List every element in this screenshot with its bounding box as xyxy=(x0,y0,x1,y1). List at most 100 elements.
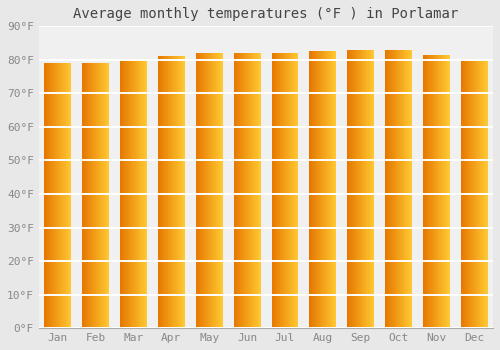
Bar xyxy=(463,60,464,328)
Bar xyxy=(430,55,432,328)
Bar xyxy=(206,53,208,328)
Bar xyxy=(197,53,198,328)
Bar xyxy=(482,60,483,328)
Bar xyxy=(296,53,298,328)
Bar xyxy=(217,53,218,328)
Bar xyxy=(212,53,213,328)
Bar xyxy=(358,50,360,328)
Bar xyxy=(386,50,387,328)
Bar xyxy=(95,63,96,328)
Bar xyxy=(140,60,141,328)
Bar xyxy=(372,50,373,328)
Bar xyxy=(44,63,46,328)
Bar xyxy=(474,60,475,328)
Bar xyxy=(369,50,370,328)
Bar xyxy=(276,53,278,328)
Bar xyxy=(238,53,240,328)
Bar xyxy=(319,51,320,328)
Bar xyxy=(163,56,164,328)
Bar xyxy=(436,55,437,328)
Bar xyxy=(218,53,220,328)
Title: Average monthly temperatures (°F ) in Porlamar: Average monthly temperatures (°F ) in Po… xyxy=(74,7,458,21)
Bar xyxy=(51,63,52,328)
Bar xyxy=(58,63,59,328)
Bar xyxy=(373,50,374,328)
Bar xyxy=(286,53,287,328)
Bar xyxy=(431,55,432,328)
Bar xyxy=(448,55,450,328)
Bar xyxy=(64,63,65,328)
Bar xyxy=(409,50,410,328)
Bar xyxy=(443,55,444,328)
Bar xyxy=(326,51,327,328)
Bar xyxy=(248,53,250,328)
Bar xyxy=(395,50,396,328)
Bar xyxy=(138,60,140,328)
Bar xyxy=(272,53,274,328)
Bar xyxy=(214,53,216,328)
Bar xyxy=(97,63,98,328)
Bar xyxy=(360,50,362,328)
Bar xyxy=(174,56,175,328)
Bar xyxy=(125,60,126,328)
Bar xyxy=(240,53,242,328)
Bar xyxy=(390,50,392,328)
Bar xyxy=(196,53,197,328)
Bar xyxy=(107,63,108,328)
Bar xyxy=(461,60,462,328)
Bar xyxy=(296,53,297,328)
Bar xyxy=(318,51,319,328)
Bar xyxy=(429,55,430,328)
Bar xyxy=(401,50,402,328)
Bar xyxy=(474,60,476,328)
Bar xyxy=(236,53,237,328)
Bar xyxy=(248,53,249,328)
Bar xyxy=(331,51,332,328)
Bar xyxy=(46,63,48,328)
Bar xyxy=(359,50,360,328)
Bar xyxy=(470,60,471,328)
Bar xyxy=(438,55,439,328)
Bar xyxy=(68,63,69,328)
Bar xyxy=(432,55,433,328)
Bar xyxy=(367,50,368,328)
Bar xyxy=(467,60,468,328)
Bar xyxy=(199,53,200,328)
Bar xyxy=(335,51,336,328)
Bar xyxy=(61,63,62,328)
Bar xyxy=(120,60,121,328)
Bar xyxy=(48,63,50,328)
Bar xyxy=(120,60,122,328)
Bar xyxy=(288,53,289,328)
Bar xyxy=(405,50,406,328)
Bar xyxy=(294,53,296,328)
Bar xyxy=(165,56,166,328)
Bar xyxy=(202,53,203,328)
Bar xyxy=(348,50,350,328)
Bar xyxy=(169,56,170,328)
Bar xyxy=(349,50,350,328)
Bar xyxy=(410,50,411,328)
Bar xyxy=(134,60,136,328)
Bar xyxy=(60,63,62,328)
Bar xyxy=(394,50,395,328)
Bar xyxy=(65,63,66,328)
Bar xyxy=(256,53,258,328)
Bar xyxy=(325,51,326,328)
Bar xyxy=(91,63,92,328)
Bar xyxy=(196,53,198,328)
Bar xyxy=(282,53,284,328)
Bar xyxy=(207,53,208,328)
Bar xyxy=(430,55,431,328)
Bar xyxy=(351,50,352,328)
Bar xyxy=(322,51,324,328)
Bar xyxy=(448,55,449,328)
Bar xyxy=(101,63,102,328)
Bar xyxy=(253,53,254,328)
Bar xyxy=(362,50,363,328)
Bar xyxy=(54,63,55,328)
Bar xyxy=(240,53,241,328)
Bar xyxy=(208,53,210,328)
Bar xyxy=(442,55,443,328)
Bar xyxy=(45,63,46,328)
